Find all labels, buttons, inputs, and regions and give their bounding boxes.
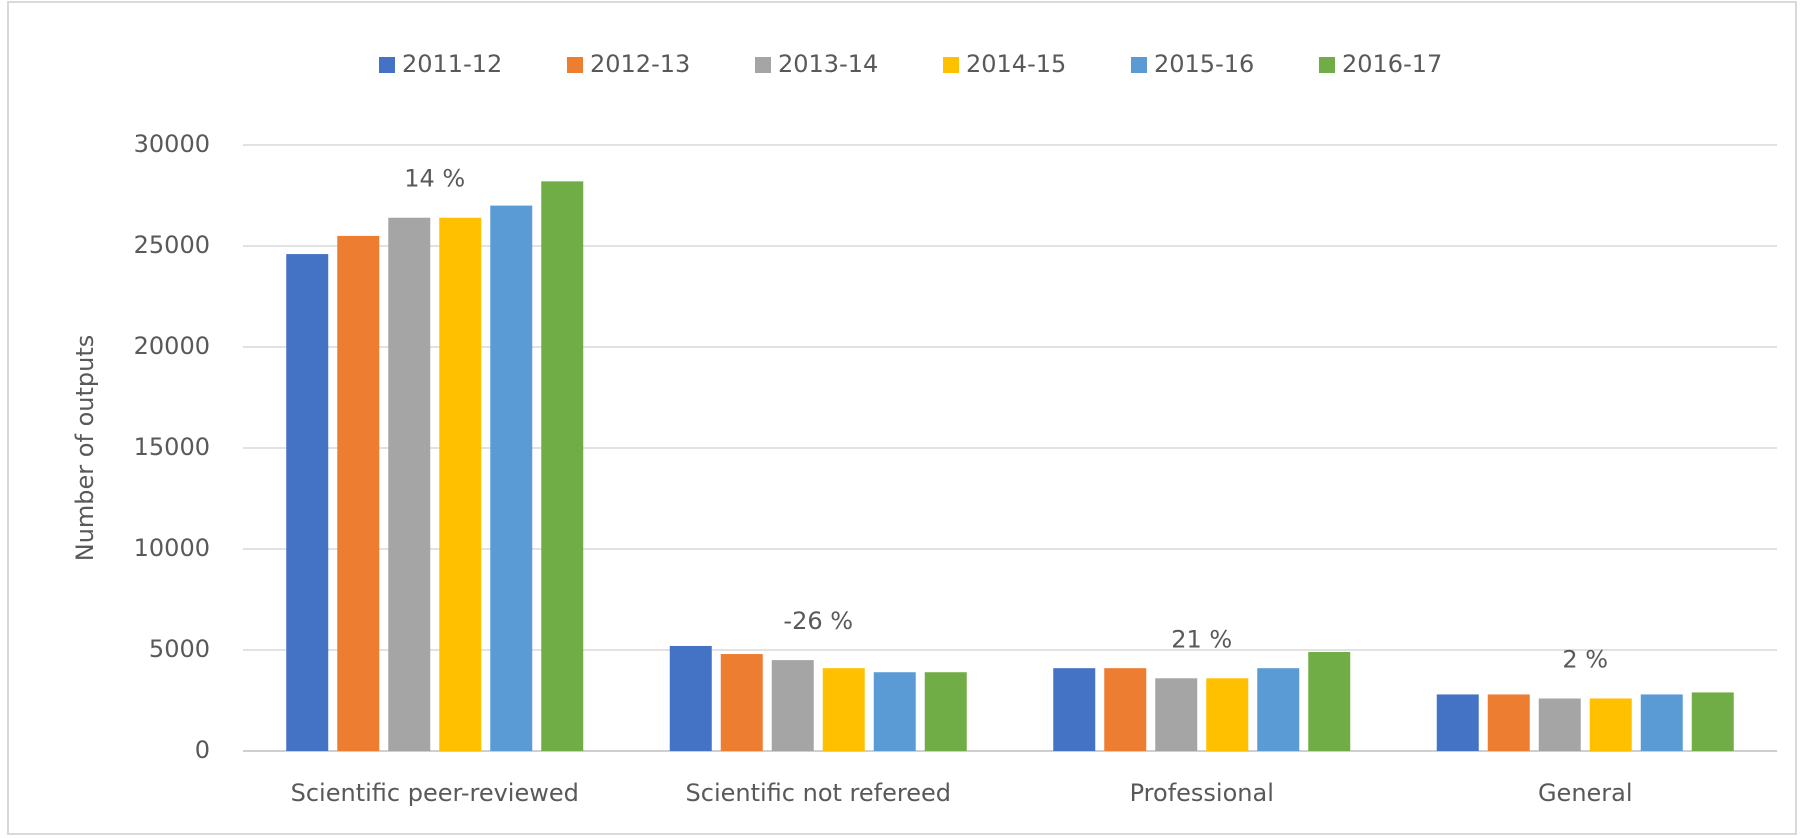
bar	[1104, 668, 1147, 751]
bar	[541, 181, 584, 752]
bar	[286, 254, 329, 751]
y-tick-label: 10000	[134, 534, 210, 562]
bar	[1257, 668, 1300, 751]
annotation: -26 %	[783, 607, 853, 635]
x-tick-label: Professional	[1130, 779, 1274, 807]
bar	[1436, 694, 1479, 751]
bar	[1691, 692, 1734, 751]
x-tick-label: Scientific not refereed	[686, 779, 951, 807]
y-tick-label: 5000	[149, 635, 210, 663]
legend-label: 2015-16	[1154, 50, 1254, 78]
legend-label: 2016-17	[1342, 50, 1442, 78]
bar	[439, 217, 482, 752]
bar	[1538, 698, 1581, 751]
y-tick-label: 0	[195, 736, 210, 764]
legend-swatch	[943, 57, 959, 73]
bar	[822, 668, 865, 751]
legend-label: 2011-12	[402, 50, 502, 78]
bar	[771, 660, 814, 751]
bar	[490, 205, 533, 752]
legend-swatch	[1319, 57, 1335, 73]
legend-swatch	[379, 57, 395, 73]
x-tick-label: General	[1538, 779, 1633, 807]
bar	[1206, 678, 1249, 751]
bar	[669, 645, 712, 751]
annotation: 2 %	[1562, 645, 1608, 673]
bar	[1487, 694, 1530, 751]
legend-label: 2014-15	[966, 50, 1066, 78]
bar	[1155, 678, 1198, 751]
bar	[924, 672, 967, 751]
x-tick-label: Scientific peer-reviewed	[291, 779, 579, 807]
bar	[1589, 698, 1632, 751]
y-tick-label: 20000	[134, 332, 210, 360]
annotation: 14 %	[404, 165, 465, 193]
bar	[337, 235, 380, 751]
legend-swatch	[1131, 57, 1147, 73]
legend-label: 2012-13	[590, 50, 690, 78]
bar	[1053, 668, 1096, 751]
y-tick-label: 25000	[134, 231, 210, 259]
bar	[1640, 694, 1683, 751]
y-tick-label: 15000	[134, 433, 210, 461]
legend-label: 2013-14	[778, 50, 878, 78]
bar	[388, 217, 431, 752]
bar	[720, 654, 763, 751]
bar	[1308, 652, 1351, 751]
legend-swatch	[755, 57, 771, 73]
legend-swatch	[567, 57, 583, 73]
y-axis-label: Number of outputs	[71, 335, 99, 561]
annotation: 21 %	[1171, 625, 1232, 653]
y-tick-label: 30000	[134, 130, 210, 158]
bar	[873, 672, 916, 751]
